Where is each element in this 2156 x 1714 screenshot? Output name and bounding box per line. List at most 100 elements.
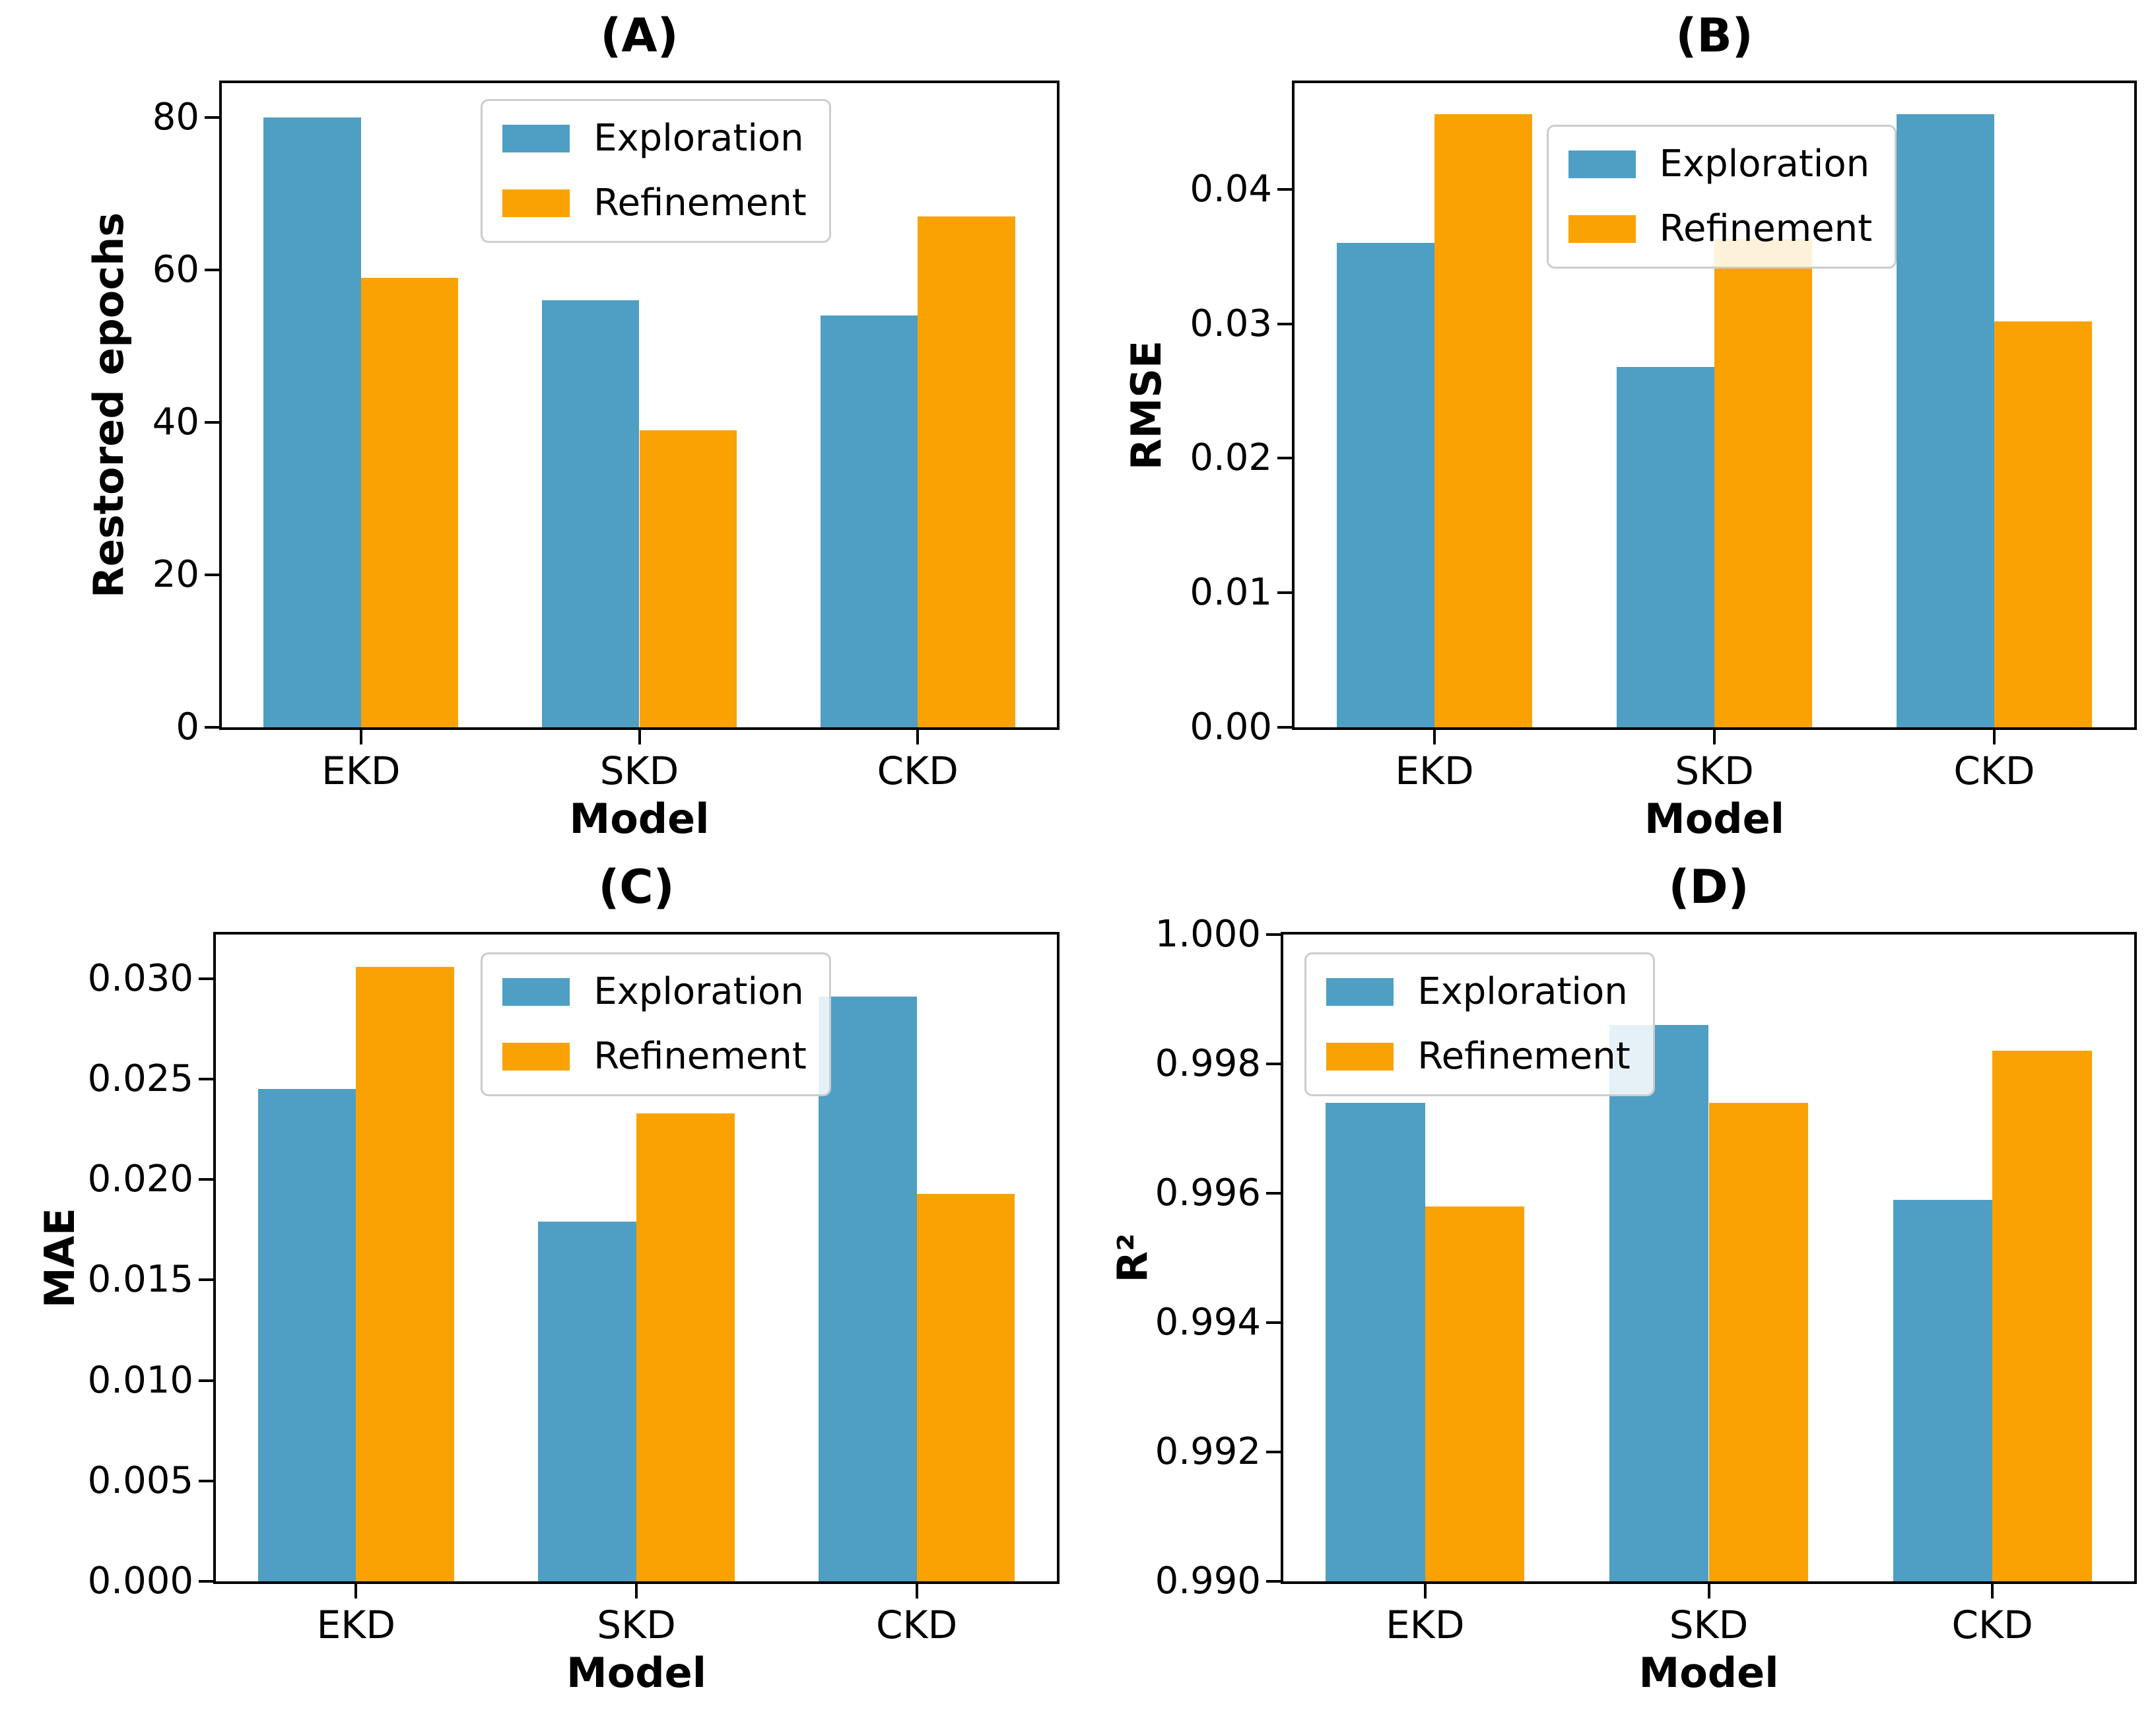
legend-swatch-refinement <box>1326 1043 1394 1071</box>
bar-CKD-exploration <box>820 315 918 727</box>
y-tick-label: 0.990 <box>1155 1560 1261 1602</box>
y-tick-mark <box>205 573 219 576</box>
legend-item-exploration: Exploration <box>502 972 807 1012</box>
x-tick-mark <box>1991 1584 1994 1599</box>
y-tick-label: 40 <box>152 400 199 444</box>
bar-CKD-refinement <box>1992 1051 2092 1581</box>
x-tick-label-EKD: EKD <box>316 1602 395 1647</box>
legend-swatch-refinement <box>1568 215 1636 244</box>
x-tick-label-CKD: CKD <box>876 1602 958 1647</box>
legend-D: Exploration Refinement <box>1304 952 1655 1097</box>
x-tick-mark <box>916 730 920 744</box>
x-axis-label-D: Model <box>1638 1649 1779 1697</box>
y-tick-label: 0.020 <box>87 1158 193 1201</box>
y-tick-mark <box>1277 322 1292 325</box>
legend-item-refinement: Refinement <box>502 183 807 224</box>
y-tick-label: 0.030 <box>87 956 193 1000</box>
y-tick-mark <box>1266 1580 1281 1583</box>
y-tick-label: 1.000 <box>1155 913 1261 956</box>
x-tick-label-EKD: EKD <box>321 748 401 793</box>
y-tick-mark <box>199 1479 213 1482</box>
legend-swatch-refinement <box>502 1043 570 1071</box>
legend-label-exploration: Exploration <box>593 117 804 160</box>
bar-EKD-refinement <box>356 966 454 1581</box>
y-tick-mark <box>1266 1321 1281 1324</box>
y-axis-label-D: R² <box>1108 1233 1157 1283</box>
x-tick-mark <box>635 1584 638 1599</box>
x-tick-mark <box>1423 1584 1427 1599</box>
legend-item-exploration: Exploration <box>1326 972 1631 1012</box>
y-tick-mark <box>205 268 219 271</box>
bar-EKD-refinement <box>1434 114 1533 727</box>
y-tick-label: 0.01 <box>1190 571 1272 614</box>
bar-CKD-refinement <box>916 1193 1015 1581</box>
y-tick-mark <box>1277 726 1292 729</box>
legend-item-refinement: Refinement <box>1326 1036 1631 1077</box>
bar-CKD-exploration <box>1896 114 1994 727</box>
y-tick-mark <box>199 1278 213 1282</box>
bar-SKD-refinement <box>639 430 737 727</box>
legend-B: Exploration Refinement <box>1546 125 1897 269</box>
y-tick-label: 60 <box>152 247 199 291</box>
x-tick-label-CKD: CKD <box>1953 748 2035 793</box>
legend-label-exploration: Exploration <box>593 970 804 1014</box>
y-tick-mark <box>199 1580 213 1583</box>
legend-item-exploration: Exploration <box>1568 144 1873 185</box>
y-tick-label: 0.00 <box>1190 706 1272 748</box>
bar-EKD-refinement <box>1425 1206 1525 1581</box>
bar-SKD-exploration <box>1616 366 1714 727</box>
y-tick-label: 0.010 <box>87 1358 193 1402</box>
panel-A-title: (A) <box>600 9 679 63</box>
y-tick-label: 0.03 <box>1190 302 1272 345</box>
x-tick-mark <box>915 1584 918 1599</box>
legend-label-refinement: Refinement <box>593 181 807 225</box>
x-tick-mark <box>1433 730 1436 744</box>
legend-swatch-exploration <box>502 978 570 1006</box>
bar-EKD-exploration <box>1336 243 1434 727</box>
x-tick-mark <box>1707 1584 1710 1599</box>
x-tick-mark <box>359 730 362 744</box>
bar-SKD-refinement <box>1714 239 1813 727</box>
bar-CKD-exploration <box>1893 1199 1993 1581</box>
plot-area-A: 0 20 40 60 80 EKD SKD CKD Exploration Refinement <box>152 81 1060 792</box>
bar-EKD-exploration <box>263 117 361 727</box>
y-tick-mark <box>199 1379 213 1382</box>
y-tick-label: 0.02 <box>1190 436 1272 480</box>
y-tick-label: 0.015 <box>87 1258 193 1302</box>
plot-area-D: 0.990 0.992 0.994 0.996 0.998 1.000 EKD SKD CKD E… <box>1155 913 2137 1646</box>
bar-CKD-refinement <box>1994 321 2093 727</box>
legend-label-exploration: Exploration <box>1417 970 1628 1014</box>
y-tick-mark <box>205 726 219 729</box>
x-tick-label-SKD: SKD <box>599 748 679 793</box>
y-tick-label: 0.992 <box>1155 1430 1261 1473</box>
y-tick-mark <box>199 1178 213 1181</box>
x-tick-mark <box>354 1584 358 1599</box>
y-tick-label: 0.04 <box>1190 167 1272 211</box>
plot-area-B: 0.00 0.01 0.02 0.03 0.04 EKD SKD CKD Exploration… <box>1190 81 2137 792</box>
legend-label-exploration: Exploration <box>1659 143 1870 186</box>
y-tick-mark <box>1277 591 1292 595</box>
x-tick-label-SKD: SKD <box>597 1602 676 1647</box>
y-tick-label: 80 <box>152 95 199 139</box>
x-tick-label-SKD: SKD <box>1675 748 1754 793</box>
legend-label-refinement: Refinement <box>1659 207 1873 251</box>
bar-SKD-exploration <box>541 300 640 727</box>
y-tick-label: 0.994 <box>1155 1301 1261 1344</box>
bar-CKD-exploration <box>819 997 917 1581</box>
y-tick-mark <box>1266 1451 1281 1453</box>
y-tick-label: 0.998 <box>1155 1042 1261 1085</box>
x-axis-label-B: Model <box>1644 795 1784 843</box>
bar-EKD-exploration <box>257 1089 356 1581</box>
y-tick-mark <box>205 115 219 119</box>
y-tick-mark <box>1277 187 1292 191</box>
x-tick-label-CKD: CKD <box>1951 1602 2033 1647</box>
legend-swatch-exploration <box>1568 150 1636 179</box>
y-tick-label: 0.005 <box>87 1459 193 1502</box>
bar-SKD-refinement <box>636 1113 735 1581</box>
y-tick-mark <box>1266 1192 1281 1195</box>
x-axis-label-A: Model <box>569 795 710 843</box>
y-tick-label: 20 <box>152 552 199 596</box>
legend-item-refinement: Refinement <box>1568 207 1873 251</box>
bar-SKD-exploration <box>538 1222 636 1581</box>
